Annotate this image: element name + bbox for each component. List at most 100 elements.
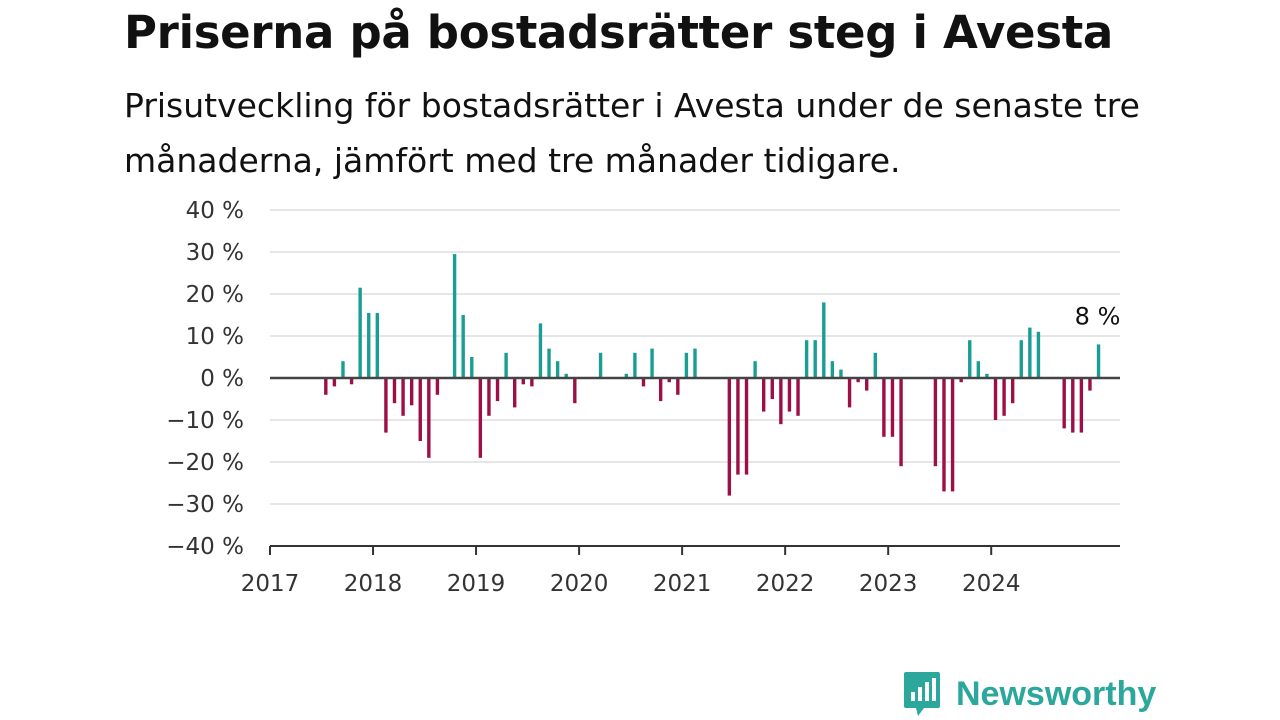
bars — [324, 254, 1101, 496]
bar — [865, 378, 869, 391]
bar — [1010, 378, 1015, 404]
x-tick-label: 2024 — [962, 571, 1021, 597]
bar — [667, 378, 671, 383]
x-tick-label: 2022 — [756, 571, 815, 597]
bar — [890, 378, 895, 437]
bar — [1002, 378, 1006, 416]
bar — [796, 378, 800, 416]
y-tick-label: −40 % — [166, 534, 244, 560]
bar — [942, 378, 946, 492]
bar — [409, 378, 414, 406]
bar — [770, 378, 774, 399]
y-tick-label: 40 % — [186, 198, 244, 224]
bar — [650, 348, 654, 378]
bar — [1062, 378, 1066, 429]
bar — [564, 373, 568, 378]
y-tick-label: 20 % — [186, 282, 244, 308]
y-tick-label: −20 % — [166, 450, 244, 476]
bar — [641, 378, 646, 387]
bar — [375, 312, 380, 378]
brand-name: Newsworthy — [956, 674, 1157, 713]
bar — [1079, 378, 1084, 433]
x-tick-label: 2017 — [241, 571, 300, 597]
y-axis-ticks: 40 % 30 % 20 % 10 % 0 % −10 % −20 % −30 % −40 % — [166, 198, 244, 560]
bar — [624, 373, 629, 378]
bar — [959, 378, 963, 383]
bar — [547, 348, 551, 378]
y-tick-label: 0 % — [200, 366, 244, 392]
bar — [452, 254, 457, 378]
bar — [332, 378, 337, 387]
bar — [341, 361, 345, 378]
bar — [753, 361, 757, 378]
bar — [427, 378, 431, 458]
bar — [513, 378, 517, 408]
y-tick-label: −30 % — [166, 492, 244, 518]
bar — [349, 378, 354, 385]
bar — [1036, 331, 1041, 378]
bar — [933, 378, 938, 467]
bar — [684, 352, 689, 378]
bar — [1071, 378, 1075, 433]
bar — [392, 378, 397, 404]
bar — [487, 378, 491, 416]
bar — [839, 369, 843, 378]
bar — [538, 323, 543, 378]
bar — [779, 378, 783, 425]
bar — [787, 378, 792, 412]
chart-title: Priserna på bostadsrätter steg i Avesta — [124, 6, 1113, 59]
gridlines — [270, 209, 1120, 505]
last-value-label: 8 % — [1075, 302, 1121, 330]
brand-logo: Newsworthy — [902, 670, 1156, 718]
bar — [1096, 344, 1101, 378]
bar — [985, 373, 989, 378]
bar — [761, 378, 766, 412]
bar — [598, 352, 603, 378]
x-tick-label: 2021 — [653, 571, 712, 597]
bar — [478, 378, 483, 458]
bar — [384, 378, 388, 433]
x-tick-label: 2020 — [550, 571, 609, 597]
bar — [950, 378, 955, 492]
bar — [521, 378, 525, 385]
bar — [976, 361, 981, 378]
bar — [1019, 340, 1023, 378]
bar — [461, 315, 465, 378]
bar — [693, 348, 697, 378]
bar — [573, 378, 577, 404]
y-tick-label: −10 % — [166, 408, 244, 434]
bar — [899, 378, 903, 467]
bar — [847, 378, 852, 408]
bar — [633, 352, 637, 378]
bar — [736, 378, 740, 475]
bar — [727, 378, 732, 496]
bar — [804, 340, 809, 378]
bar — [813, 340, 817, 378]
x-tick-label: 2019 — [447, 571, 506, 597]
bar — [822, 302, 826, 378]
chart-subtitle: Prisutveckling för bostadsrätter i Avest… — [124, 86, 1140, 180]
bar — [435, 378, 440, 395]
bar — [830, 361, 835, 378]
bar — [504, 352, 508, 378]
bar — [676, 378, 680, 395]
bar — [658, 378, 663, 402]
bar — [856, 378, 860, 383]
bar — [744, 378, 749, 475]
bar — [470, 357, 474, 378]
x-tick-label: 2018 — [344, 571, 403, 597]
bar — [1028, 327, 1032, 378]
y-tick-label: 30 % — [186, 240, 244, 266]
bar — [1088, 378, 1092, 391]
bar — [367, 312, 371, 378]
bar — [882, 378, 886, 437]
bar — [968, 340, 972, 378]
bar — [530, 378, 534, 387]
y-tick-label: 10 % — [186, 324, 244, 350]
bar — [418, 378, 422, 441]
x-tick-label: 2023 — [859, 571, 918, 597]
newsworthy-logo-icon — [904, 672, 940, 716]
bar — [993, 378, 998, 420]
bar — [555, 361, 560, 378]
